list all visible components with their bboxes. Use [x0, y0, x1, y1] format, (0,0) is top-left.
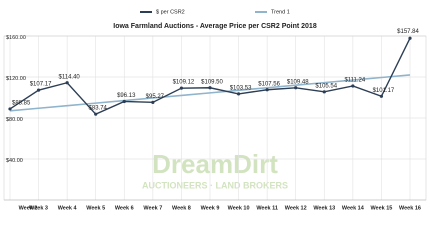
data-label: $109.12 [173, 80, 195, 86]
x-tick-label: Week 9 [201, 205, 220, 211]
data-point [236, 92, 241, 96]
data-label: $109.50 [201, 79, 223, 85]
data-point [65, 81, 69, 85]
plot-frame [3, 35, 427, 201]
data-label: $114.40 [59, 74, 81, 80]
data-label: $105.54 [315, 83, 337, 89]
data-point [8, 107, 12, 111]
data-point [265, 88, 269, 92]
x-tick-label: Week 2 [19, 205, 38, 211]
y-tick-label: $40.00 [6, 158, 23, 164]
x-tick-label: Week 13 [313, 205, 335, 211]
x-tick-label: Week 3 [29, 205, 48, 211]
x-tick-label: Week 5 [86, 205, 105, 211]
data-point [151, 100, 155, 104]
data-label: $95.27 [146, 94, 165, 100]
data-point [322, 90, 326, 94]
watermark: DreamDirt [152, 149, 278, 179]
trend-line [9, 74, 411, 112]
data-label: $88.85 [12, 101, 31, 107]
data-point [208, 86, 212, 90]
legend-label: $ per CSR2 [156, 9, 185, 15]
data-label: $107.17 [30, 82, 52, 88]
x-tick-label: Week 12 [285, 205, 307, 211]
data-point [294, 86, 298, 90]
x-tick-label: Week 6 [115, 205, 134, 211]
y-tick-label: $80.00 [6, 117, 23, 123]
data-label: $109.48 [287, 79, 309, 85]
chart: Iowa Farmland Auctions - Average Price p… [3, 9, 427, 212]
watermark: AUCTIONEERS · LAND BROKERS [142, 180, 288, 190]
data-label: $111.24 [344, 78, 365, 84]
x-tick-label: Week 16 [399, 205, 421, 211]
data-point [122, 99, 126, 104]
data-point [179, 86, 184, 90]
x-tick-label: Week 4 [58, 205, 78, 211]
x-tick-label: Week 15 [370, 205, 392, 211]
data-label: $107.56 [258, 81, 280, 87]
x-tick-label: Week 7 [143, 205, 162, 211]
data-label: $157.84 [397, 29, 419, 35]
x-tick-label: Week 14 [342, 205, 365, 211]
data-label: $103.53 [230, 85, 252, 91]
chart-title: Iowa Farmland Auctions - Average Price p… [113, 23, 317, 30]
data-label: $96.13 [117, 93, 136, 99]
legend-label: Trend 1 [271, 9, 290, 15]
x-tick-label: Week 11 [256, 205, 278, 211]
data-label: $101.17 [373, 88, 395, 94]
data-point [408, 36, 412, 40]
data-point [351, 84, 355, 88]
x-tick-label: Week 10 [228, 205, 250, 211]
data-point [94, 112, 98, 116]
y-tick-label: $160.00 [6, 35, 26, 41]
data-point [36, 88, 41, 92]
y-tick-label: $120.00 [6, 76, 26, 82]
data-label: $83.74 [89, 106, 108, 112]
data-point [379, 94, 384, 98]
x-tick-label: Week 8 [172, 205, 191, 211]
